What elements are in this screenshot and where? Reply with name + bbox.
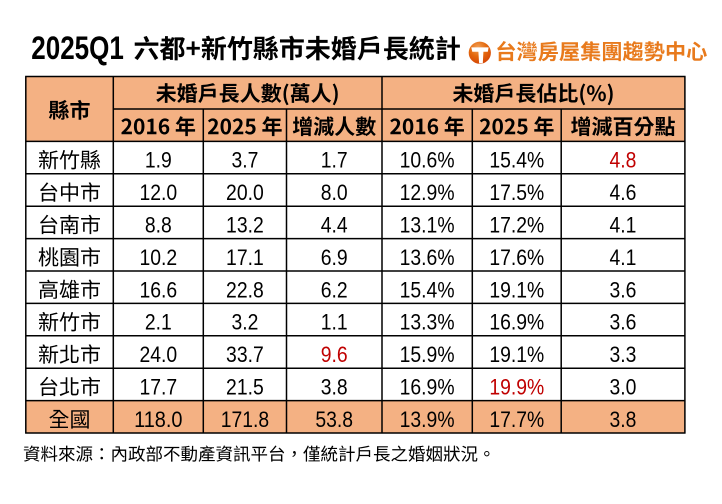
svg-text:13.1%: 13.1%	[400, 213, 455, 238]
svg-text:3.2: 3.2	[231, 310, 258, 335]
svg-text:13.3%: 13.3%	[400, 310, 455, 335]
svg-text:24.0: 24.0	[139, 342, 177, 367]
svg-text:4.1: 4.1	[610, 245, 637, 270]
svg-text:2025Q1: 2025Q1	[31, 30, 124, 66]
svg-text:9.6: 9.6	[321, 342, 348, 367]
svg-text:118.0: 118.0	[134, 407, 182, 432]
svg-text:17.6%: 17.6%	[489, 245, 544, 270]
svg-text:21.5: 21.5	[226, 375, 264, 400]
svg-text:15.4%: 15.4%	[400, 277, 455, 302]
svg-text:8.8: 8.8	[145, 213, 172, 238]
svg-text:1.9: 1.9	[145, 148, 172, 173]
svg-text:22.8: 22.8	[226, 277, 264, 302]
svg-text:53.8: 53.8	[315, 407, 353, 432]
svg-text:17.7%: 17.7%	[489, 407, 544, 432]
svg-text:17.7: 17.7	[139, 375, 177, 400]
svg-text:2.1: 2.1	[145, 310, 172, 335]
svg-text:3.8: 3.8	[610, 407, 637, 432]
svg-text:1.1: 1.1	[321, 310, 348, 335]
svg-text:17.5%: 17.5%	[489, 180, 544, 205]
svg-text:16.6: 16.6	[139, 277, 177, 302]
svg-text:13.2: 13.2	[226, 213, 264, 238]
svg-text:3.3: 3.3	[610, 342, 637, 367]
svg-text:3.0: 3.0	[610, 375, 637, 400]
svg-text:171.8: 171.8	[221, 407, 269, 432]
svg-text:4.6: 4.6	[610, 180, 637, 205]
svg-text:6.9: 6.9	[321, 245, 348, 270]
svg-text:3.8: 3.8	[321, 375, 348, 400]
svg-text:13.9%: 13.9%	[400, 407, 455, 432]
svg-text:16.9%: 16.9%	[400, 375, 455, 400]
svg-text:1.7: 1.7	[321, 148, 348, 173]
svg-text:15.9%: 15.9%	[400, 342, 455, 367]
svg-text:10.6%: 10.6%	[400, 148, 455, 173]
svg-text:13.6%: 13.6%	[400, 245, 455, 270]
svg-text:10.2: 10.2	[139, 245, 177, 270]
svg-text:20.0: 20.0	[226, 180, 264, 205]
svg-text:19.1%: 19.1%	[489, 342, 544, 367]
svg-text:12.0: 12.0	[139, 180, 177, 205]
svg-text:17.1: 17.1	[226, 245, 264, 270]
svg-text:3.7: 3.7	[231, 148, 258, 173]
svg-text:4.4: 4.4	[321, 213, 348, 238]
svg-text:16.9%: 16.9%	[489, 310, 544, 335]
svg-text:4.8: 4.8	[610, 148, 637, 173]
svg-text:4.1: 4.1	[610, 213, 637, 238]
svg-text:12.9%: 12.9%	[400, 180, 455, 205]
svg-text:19.9%: 19.9%	[489, 375, 544, 400]
svg-text:8.0: 8.0	[321, 180, 348, 205]
svg-text:17.2%: 17.2%	[489, 213, 544, 238]
svg-text:19.1%: 19.1%	[489, 277, 544, 302]
svg-text:15.4%: 15.4%	[489, 148, 544, 173]
svg-text:6.2: 6.2	[321, 277, 348, 302]
svg-text:33.7: 33.7	[226, 342, 264, 367]
svg-text:3.6: 3.6	[610, 310, 637, 335]
svg-text:3.6: 3.6	[610, 277, 637, 302]
